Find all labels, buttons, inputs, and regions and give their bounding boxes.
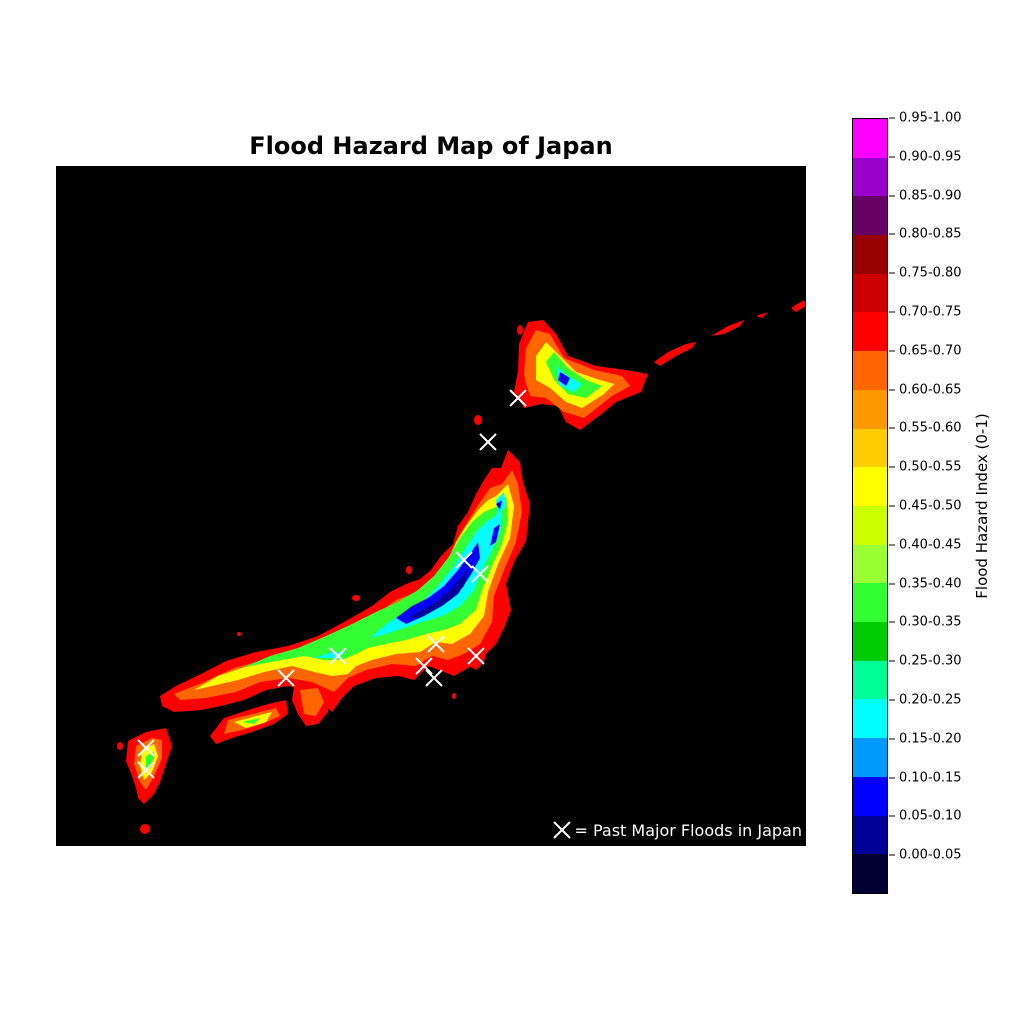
colorbar-tick-label: 0.40-0.45: [889, 537, 962, 552]
colorbar-cell: [853, 389, 887, 429]
colorbar-cell: [853, 854, 887, 893]
colorbar-tick-label: 0.20-0.25: [889, 693, 962, 708]
colorbar-tick-label: 0.45-0.50: [889, 499, 962, 514]
colorbar-cell: [853, 428, 887, 468]
flood-legend-label: = Past Major Floods in Japan: [574, 820, 802, 840]
flood-marker: [425, 669, 443, 687]
colorbar-label: Flood Hazard Index (0-1): [973, 413, 991, 599]
colorbar-tick-label: 0.65-0.70: [889, 343, 962, 358]
colorbar-tick-label: 0.15-0.20: [889, 731, 962, 746]
colorbar-tick-label: 0.25-0.30: [889, 654, 962, 669]
x-cross-marker-icon: [553, 821, 572, 839]
colorbar-tick-label: 0.60-0.65: [889, 382, 962, 397]
colorbar-tick-label: 0.70-0.75: [889, 305, 962, 320]
colorbar-tick-label: 0.55-0.60: [889, 421, 962, 436]
colorbar-cell: [853, 196, 887, 236]
flood-marker: [471, 565, 489, 583]
flood-marker: [509, 389, 527, 407]
flood-marker: [415, 657, 433, 675]
colorbar-cell: [853, 235, 887, 274]
flood-marker: [277, 669, 295, 687]
flood-marker: [455, 551, 473, 569]
flood-marker: [427, 635, 445, 653]
colorbar-tick-label: 0.85-0.90: [889, 188, 962, 203]
colorbar-cell: [853, 622, 887, 661]
colorbar-cell: [853, 583, 887, 623]
map-land: [117, 300, 806, 834]
colorbar-cell: [853, 351, 887, 390]
flood-marker: [479, 433, 497, 451]
colorbar-cell: [853, 467, 887, 506]
colorbar-tick-label: 0.50-0.55: [889, 460, 962, 475]
colorbar-tick-label: 0.05-0.10: [889, 809, 962, 824]
flood-markers: [137, 389, 527, 779]
colorbar-tick-label: 0.75-0.80: [889, 266, 962, 281]
colorbar-tick-label: 0.80-0.85: [889, 227, 962, 242]
flood-marker: [137, 739, 155, 757]
colorbar-ticks: 0.00-0.05 0.05-0.10 0.10-0.15 0.15-0.20 0.20…: [889, 111, 979, 894]
flood-marker: [467, 647, 485, 665]
colorbar-cell: [853, 738, 887, 777]
map-title: Flood Hazard Map of Japan: [249, 132, 613, 160]
colorbar-cell: [853, 660, 887, 700]
colorbar-cell: [853, 312, 887, 352]
colorbar-cell: [853, 157, 887, 197]
flood-legend: = Past Major Floods in Japan: [552, 820, 802, 840]
colorbar-tick-label: 0.10-0.15: [889, 770, 962, 785]
colorbar-cell: [853, 118, 887, 158]
colorbar: [852, 118, 888, 894]
flood-marker: [329, 647, 347, 665]
colorbar-tick-label: 0.35-0.40: [889, 576, 962, 591]
colorbar-cell: [853, 273, 887, 313]
colorbar-tick-label: 0.95-1.00: [889, 111, 962, 126]
colorbar-cell: [853, 544, 887, 584]
colorbar-cell: [853, 699, 887, 739]
map-panel: = Past Major Floods in Japan: [56, 166, 806, 846]
colorbar-cell: [853, 815, 887, 855]
colorbar-cell: [853, 776, 887, 816]
flood-marker: [137, 761, 155, 779]
colorbar-cell: [853, 505, 887, 545]
colorbar-tick-label: 0.90-0.95: [889, 149, 962, 164]
colorbar-tick-label: 0.30-0.35: [889, 615, 962, 630]
japan-map: [117, 300, 806, 834]
colorbar-tick-label: 0.00-0.05: [889, 848, 962, 863]
